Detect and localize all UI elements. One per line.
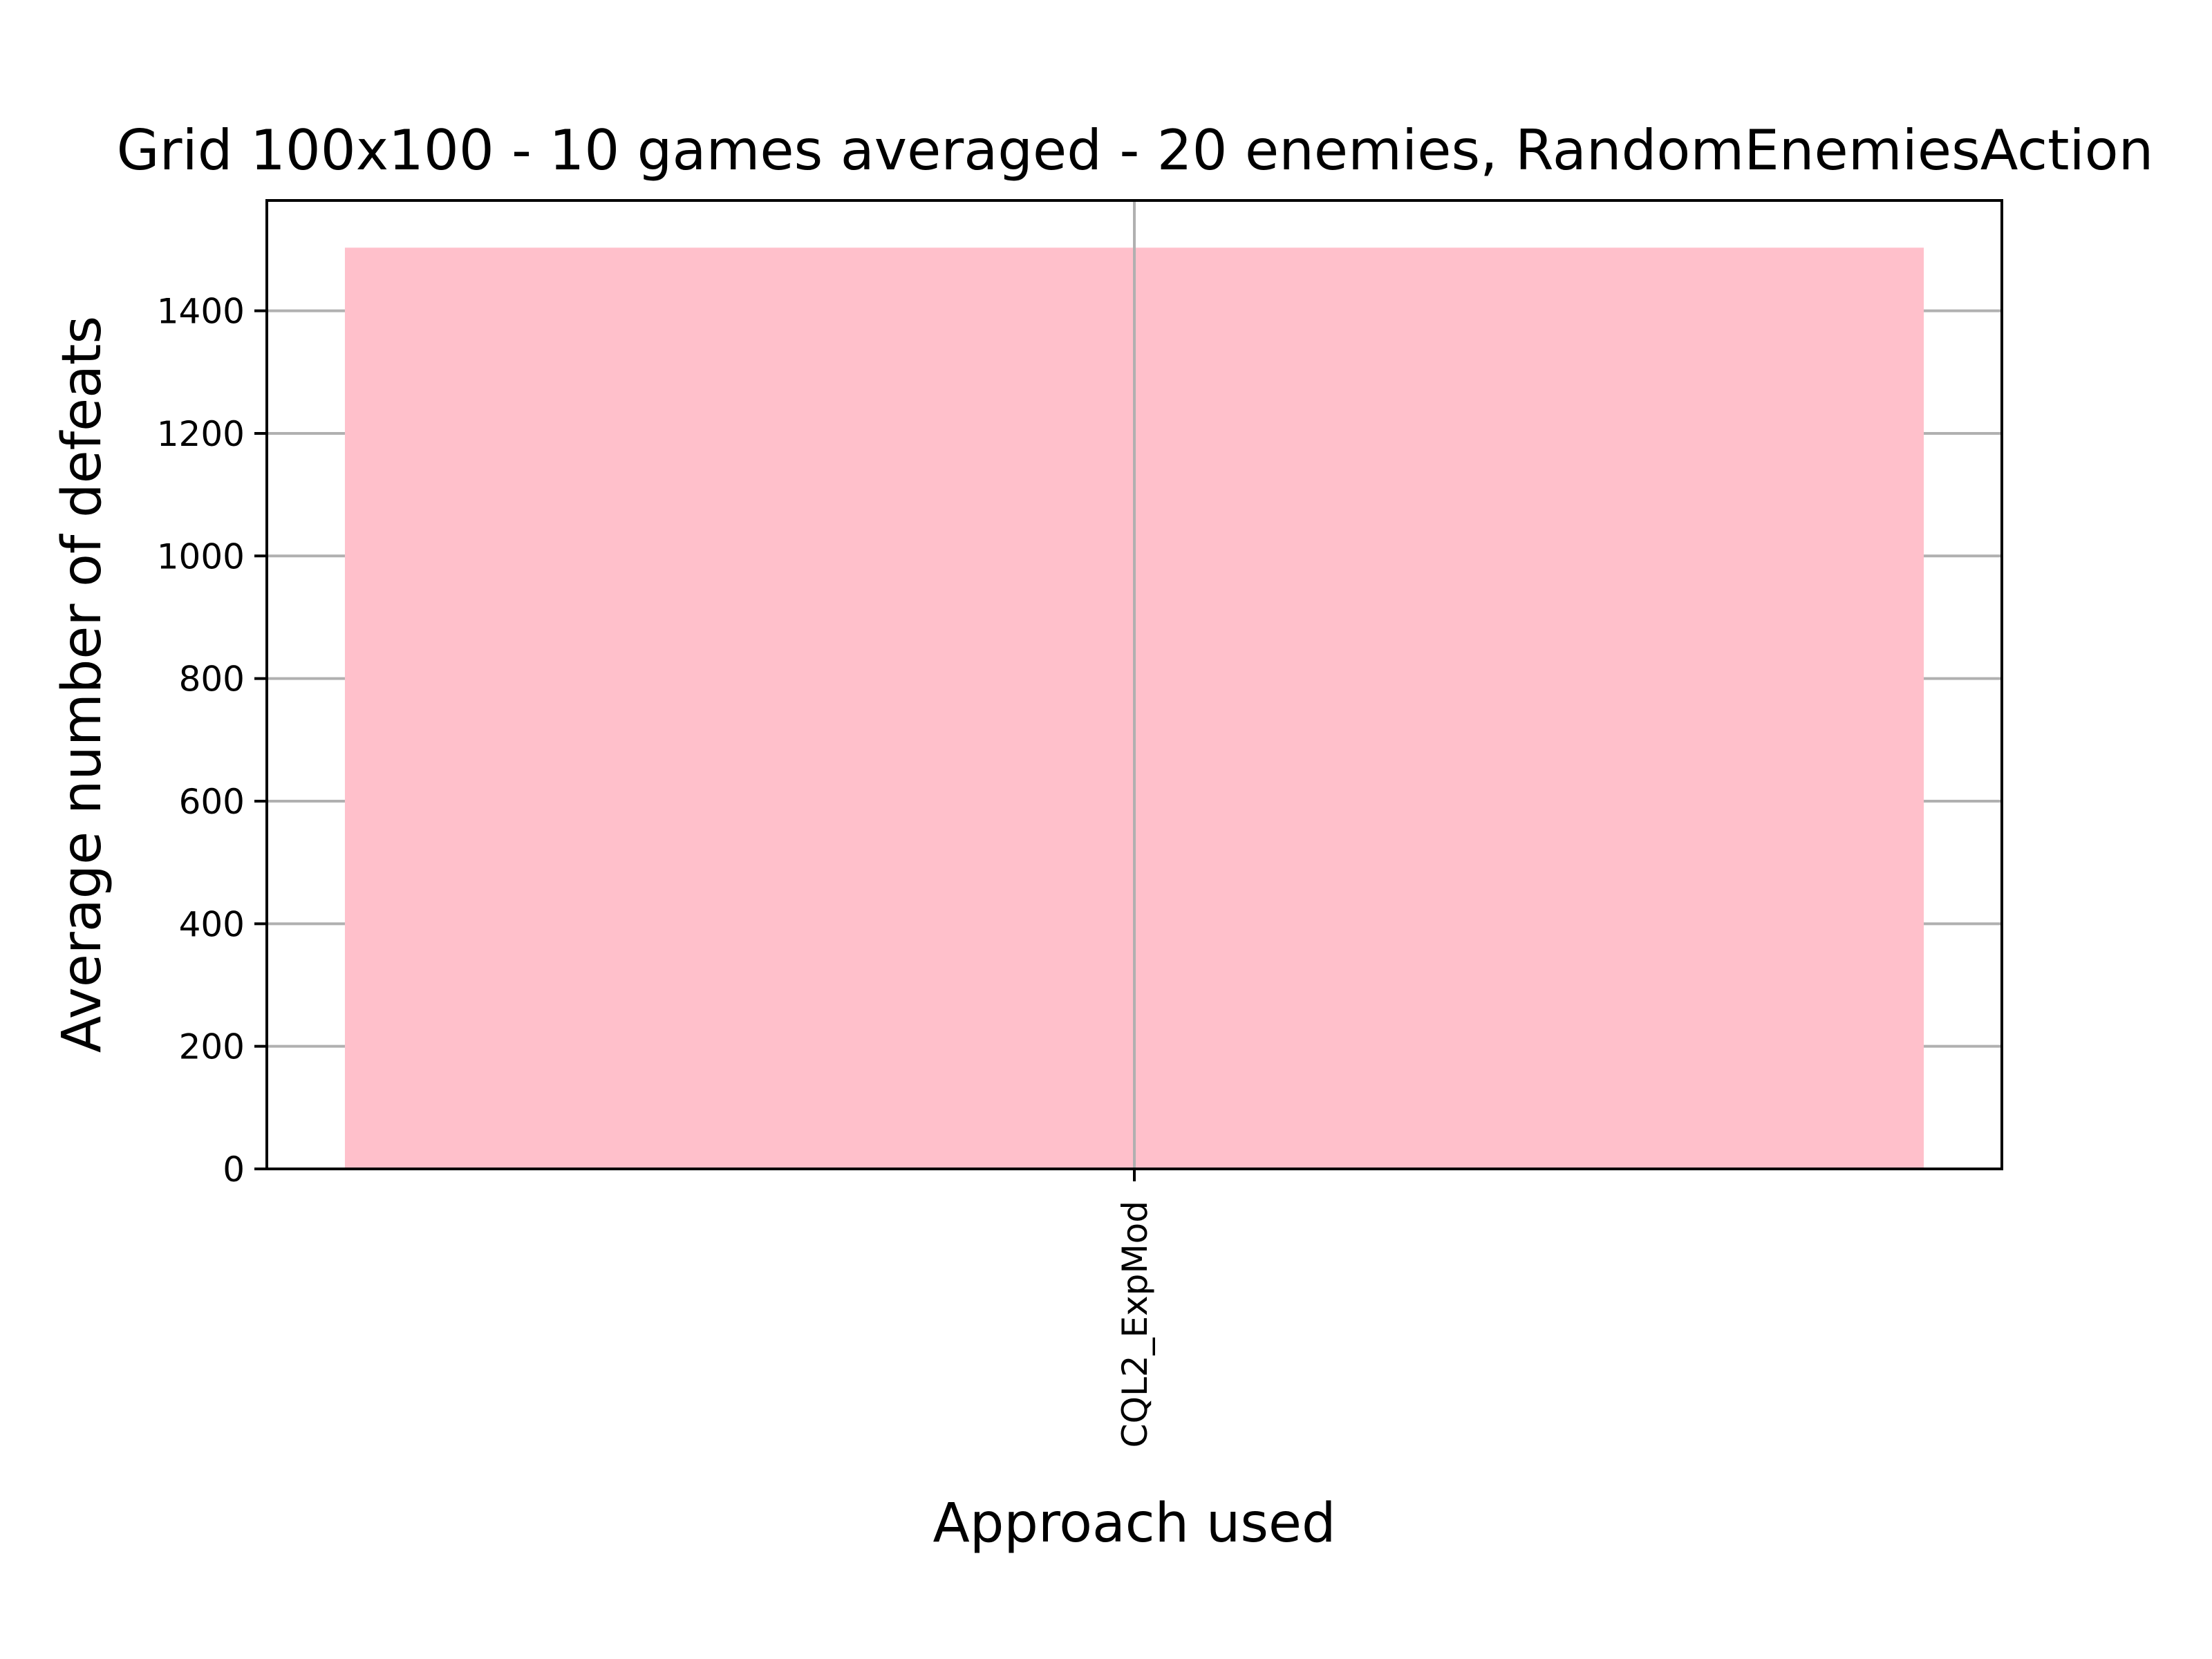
y-tick-label-6: 1200 — [157, 414, 245, 454]
y-tick-label-4: 800 — [179, 659, 245, 700]
y-tick-label-1: 200 — [179, 1027, 245, 1067]
y-axis-label: Average number of defeats — [51, 316, 113, 1053]
y-tick-label-0: 0 — [223, 1150, 245, 1190]
y-tick-label-3: 600 — [179, 782, 245, 822]
x-axis-label: Approach used — [933, 1492, 1336, 1555]
x-tick-label-0: CQL2_ExpMod — [1115, 1201, 1155, 1447]
x-axis-ticks: CQL2_ExpMod — [1115, 1169, 1155, 1447]
y-tick-label-7: 1400 — [157, 292, 245, 332]
y-tick-label-2: 400 — [179, 904, 245, 944]
y-tick-label-5: 1000 — [157, 536, 245, 577]
y-axis-ticks: 0 200 400 600 800 1000 1200 1400 — [157, 292, 267, 1190]
chart-title: Grid 100x100 - 10 games averaged - 20 en… — [117, 118, 2154, 182]
